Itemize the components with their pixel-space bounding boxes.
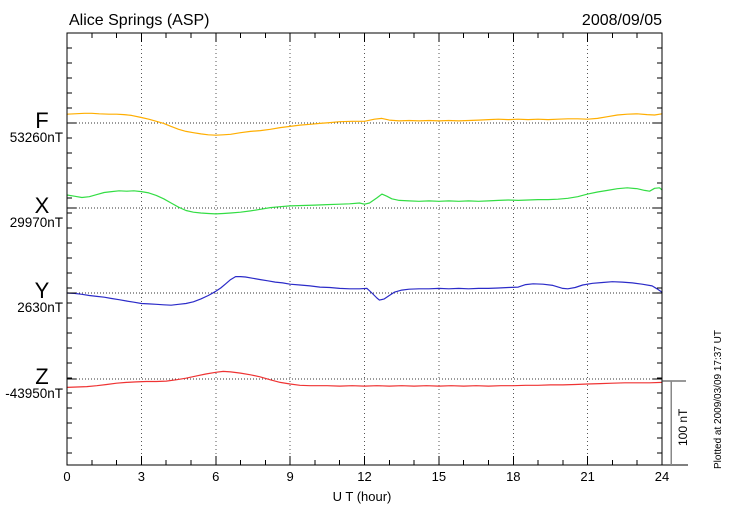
plot-frame	[66, 32, 688, 466]
trace-y	[66, 276, 663, 306]
trace-x	[66, 187, 663, 215]
x-tick-label: 15	[432, 469, 446, 484]
x-tick-label: 6	[212, 469, 219, 484]
channel-value-z: -43950nT	[5, 386, 63, 401]
plotted-at-label: Plotted at 2009/03/09 17:37 UT	[713, 330, 724, 469]
x-tick-label: 12	[357, 469, 371, 484]
channel-letter-x: X	[35, 193, 50, 218]
x-tick-label: 24	[655, 469, 669, 484]
x-tick-labels: 0 3 6 9 12 15 18 21 24	[63, 469, 669, 484]
station-title: Alice Springs (ASP)	[69, 12, 210, 29]
channel-legend-y: Y 2630nT	[17, 278, 63, 315]
grid-layer	[67, 33, 662, 465]
x-axis-title: U T (hour)	[333, 489, 392, 504]
channel-value-y: 2630nT	[17, 300, 63, 315]
trace-z	[66, 370, 663, 388]
channel-legend-f: F 53260nT	[10, 108, 63, 145]
x-tick-label: 9	[286, 469, 293, 484]
channel-value-x: 29970nT	[10, 215, 63, 230]
channel-letter-z: Z	[35, 364, 48, 389]
x-tick-label: 3	[138, 469, 145, 484]
x-tick-label: 21	[580, 469, 594, 484]
x-tick-label: 18	[506, 469, 520, 484]
date-label: 2008/09/05	[582, 12, 662, 29]
channel-letter-f: F	[35, 108, 48, 133]
trace-f	[66, 112, 663, 136]
channel-legend-z: Z -43950nT	[5, 364, 63, 401]
channel-value-f: 53260nT	[10, 130, 63, 145]
channel-letter-y: Y	[35, 278, 50, 303]
scale-bar-label: 100 nT	[676, 408, 690, 446]
curve-layer	[66, 112, 663, 388]
x-tick-label: 0	[63, 469, 70, 484]
channel-legend-x: X 29970nT	[10, 193, 63, 230]
